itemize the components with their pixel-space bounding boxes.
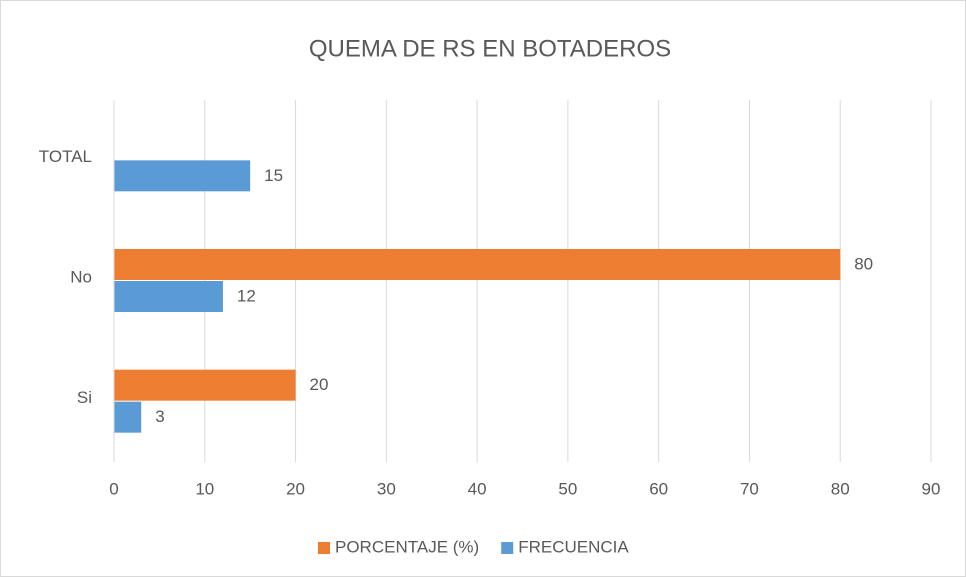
- x-tick-label: 60: [649, 479, 668, 498]
- bar: [114, 160, 251, 192]
- x-tick-label: 40: [468, 479, 487, 498]
- x-tick-label: 70: [740, 479, 759, 498]
- chart-title: QUEMA DE RS EN BOTADEROS: [309, 35, 671, 62]
- data-label: 15: [264, 166, 283, 185]
- bar: [114, 401, 142, 433]
- x-tick-label: 20: [286, 479, 305, 498]
- x-tick-label: 80: [831, 479, 850, 498]
- legend-label: FRECUENCIA: [518, 537, 629, 556]
- x-tick-label: 10: [195, 479, 214, 498]
- legend-swatch: [501, 542, 514, 554]
- bar: [114, 369, 296, 401]
- x-tick-label: 30: [377, 479, 396, 498]
- data-label: 3: [155, 407, 164, 426]
- x-tick-label: 50: [558, 479, 577, 498]
- y-tick-label: TOTAL: [39, 147, 92, 166]
- bar: [114, 249, 841, 280]
- y-tick-label: No: [70, 267, 92, 286]
- x-tick-label: 0: [109, 479, 118, 498]
- legend-swatch: [318, 542, 330, 554]
- y-tick-label: Si: [77, 388, 92, 407]
- x-tick-label: 90: [922, 479, 941, 498]
- legend-label: PORCENTAJE (%): [335, 537, 479, 556]
- bar: [114, 281, 223, 312]
- data-label: 20: [310, 375, 329, 394]
- data-label: 80: [854, 254, 873, 273]
- data-label: 12: [237, 286, 256, 305]
